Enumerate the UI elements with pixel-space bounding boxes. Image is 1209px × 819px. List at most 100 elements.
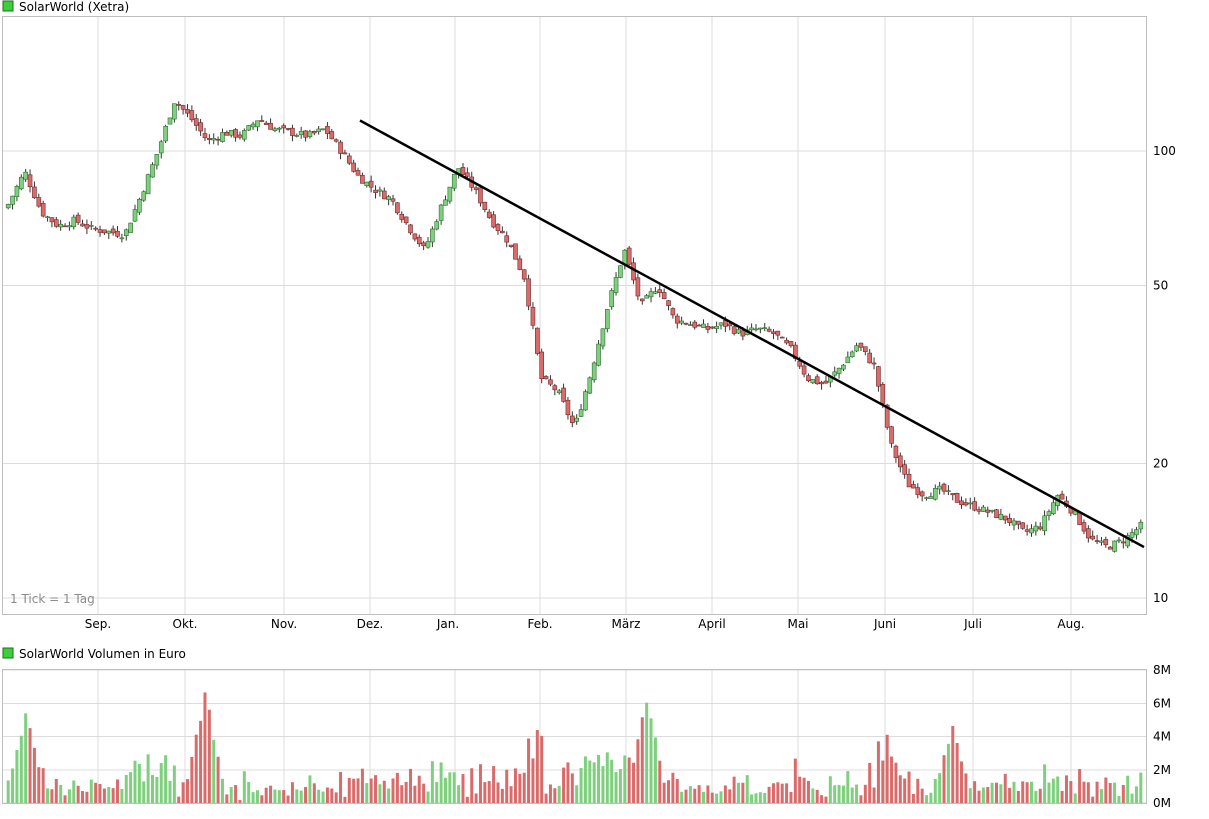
candle [814,376,820,385]
candle [71,216,77,227]
candle [491,214,496,228]
candle [648,291,654,298]
volume-bar [990,782,994,803]
volume-bar [247,782,251,803]
candle [329,131,335,140]
candle [312,130,317,134]
candle [1042,515,1047,532]
volume-bar [605,752,609,803]
candle [932,487,938,500]
candle [180,105,186,110]
volume-y-tick-label: 0M [1153,796,1171,810]
candle [486,211,492,218]
volume-bar [360,768,364,803]
volume-bar [129,772,133,803]
volume-bar [763,792,767,803]
volume-bar [242,771,246,803]
candle [771,331,776,334]
candle [277,127,282,130]
candle [832,371,837,376]
candle [1029,528,1034,534]
tick-note: 1 Tick = 1 Tag [10,592,95,606]
price-legend-swatch [2,0,14,12]
candle [994,509,999,519]
volume-bar [614,772,618,803]
volume-bar [776,782,780,803]
volume-bar [1086,782,1090,803]
volume-bar [518,773,522,803]
candle [220,132,225,142]
candle [233,129,238,138]
volume-bar [548,784,552,803]
volume-bar [492,766,496,803]
volume-bar [881,760,885,803]
volume-bar [806,780,810,803]
volume-bar [513,768,517,803]
candle [62,225,68,228]
candle [49,217,55,223]
candle [530,306,536,326]
candle [395,202,400,214]
candle [172,103,177,120]
candle [1134,529,1139,536]
candle [478,187,483,204]
candle [749,327,754,331]
candle [237,134,243,138]
volume-bar [85,791,89,803]
volume-bar [1117,795,1121,803]
candle [333,139,339,142]
candle [150,164,155,178]
candle [810,379,816,384]
candle [438,204,444,221]
candle [58,223,63,228]
volume-bar [693,788,697,803]
candle [578,409,584,417]
volume-bar [509,786,513,803]
candle [408,224,413,234]
volume-bar [750,794,754,803]
volume-bar [369,778,373,803]
price-panel: SolarWorld (Xetra) 10 20 50 100 Sep. Okt. Nov… [2,0,1176,631]
volume-bar [378,784,382,803]
candle [718,322,724,326]
volume-bar [1060,790,1064,803]
candle [381,190,387,200]
volume-bar [767,786,771,803]
candle [591,362,597,381]
candle [430,228,435,243]
volume-bar [951,725,955,803]
candle [692,321,698,328]
volume-bar [929,792,933,803]
volume-bar [719,791,723,803]
candle [167,117,173,125]
candle [635,277,641,297]
candle [701,323,706,328]
volume-bar [898,775,902,803]
candle [854,345,859,352]
volume-bar [837,784,841,803]
volume-bar [142,781,146,803]
candle [158,141,164,154]
volume-bar [710,792,714,803]
volume-bar [1029,781,1033,803]
volume-bar [63,795,67,803]
volume-bar [925,795,929,803]
candle [351,162,356,172]
volume-bar [636,739,640,803]
candle [342,152,348,155]
candle [338,141,343,154]
candle [193,118,199,126]
volume-bar [116,779,120,803]
candle [884,404,890,428]
candle [255,120,260,128]
candle [788,341,794,347]
candle [185,108,190,114]
volume-bar [299,790,303,803]
price-y-tick-label: 50 [1153,279,1168,293]
volume-bar [1082,781,1086,803]
candle [670,308,676,316]
volume-bar [32,747,36,803]
volume-bar [833,785,837,803]
volume-bar [793,758,797,803]
candle [535,327,540,354]
